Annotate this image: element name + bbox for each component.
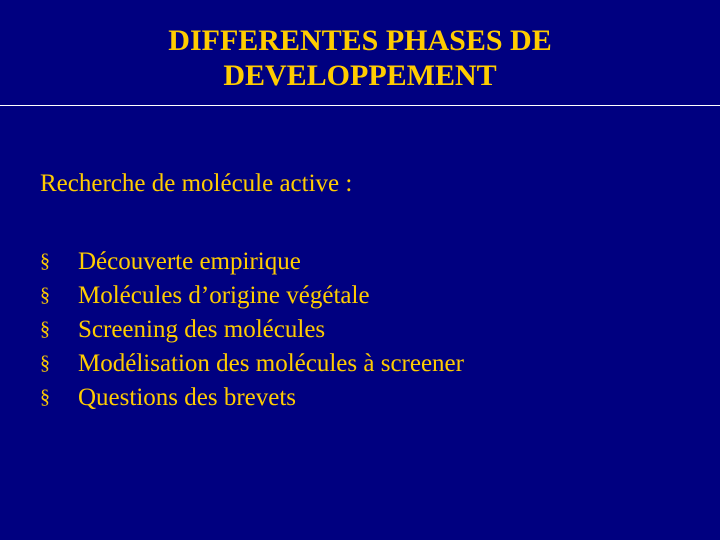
slide: DIFFERENTES PHASES DE DEVELOPPEMENT Rech…	[0, 0, 720, 540]
bullet-text: Screening des molécules	[78, 314, 680, 346]
list-item: § Molécules d’origine végétale	[40, 280, 680, 312]
bullet-icon: §	[40, 314, 78, 343]
list-item: § Modélisation des molécules à screener	[40, 348, 680, 380]
title-line-1: DIFFERENTES PHASES DE	[168, 24, 551, 57]
bullet-icon: §	[40, 382, 78, 411]
title-line-2: DEVELOPPEMENT	[223, 59, 496, 92]
bullet-icon: §	[40, 246, 78, 275]
list-item: § Découverte empirique	[40, 246, 680, 278]
bullet-text: Questions des brevets	[78, 382, 680, 414]
bullet-text: Découverte empirique	[78, 246, 680, 278]
content-area: Recherche de molécule active : § Découve…	[0, 106, 720, 414]
bullet-list: § Découverte empirique § Molécules d’ori…	[40, 246, 680, 414]
subheading: Recherche de molécule active :	[40, 170, 680, 198]
bullet-text: Modélisation des molécules à screener	[78, 348, 680, 380]
bullet-icon: §	[40, 280, 78, 309]
bullet-text: Molécules d’origine végétale	[78, 280, 680, 312]
list-item: § Questions des brevets	[40, 382, 680, 414]
bullet-icon: §	[40, 348, 78, 377]
slide-title: DIFFERENTES PHASES DE DEVELOPPEMENT	[0, 24, 720, 93]
list-item: § Screening des molécules	[40, 314, 680, 346]
title-area: DIFFERENTES PHASES DE DEVELOPPEMENT	[0, 0, 720, 105]
